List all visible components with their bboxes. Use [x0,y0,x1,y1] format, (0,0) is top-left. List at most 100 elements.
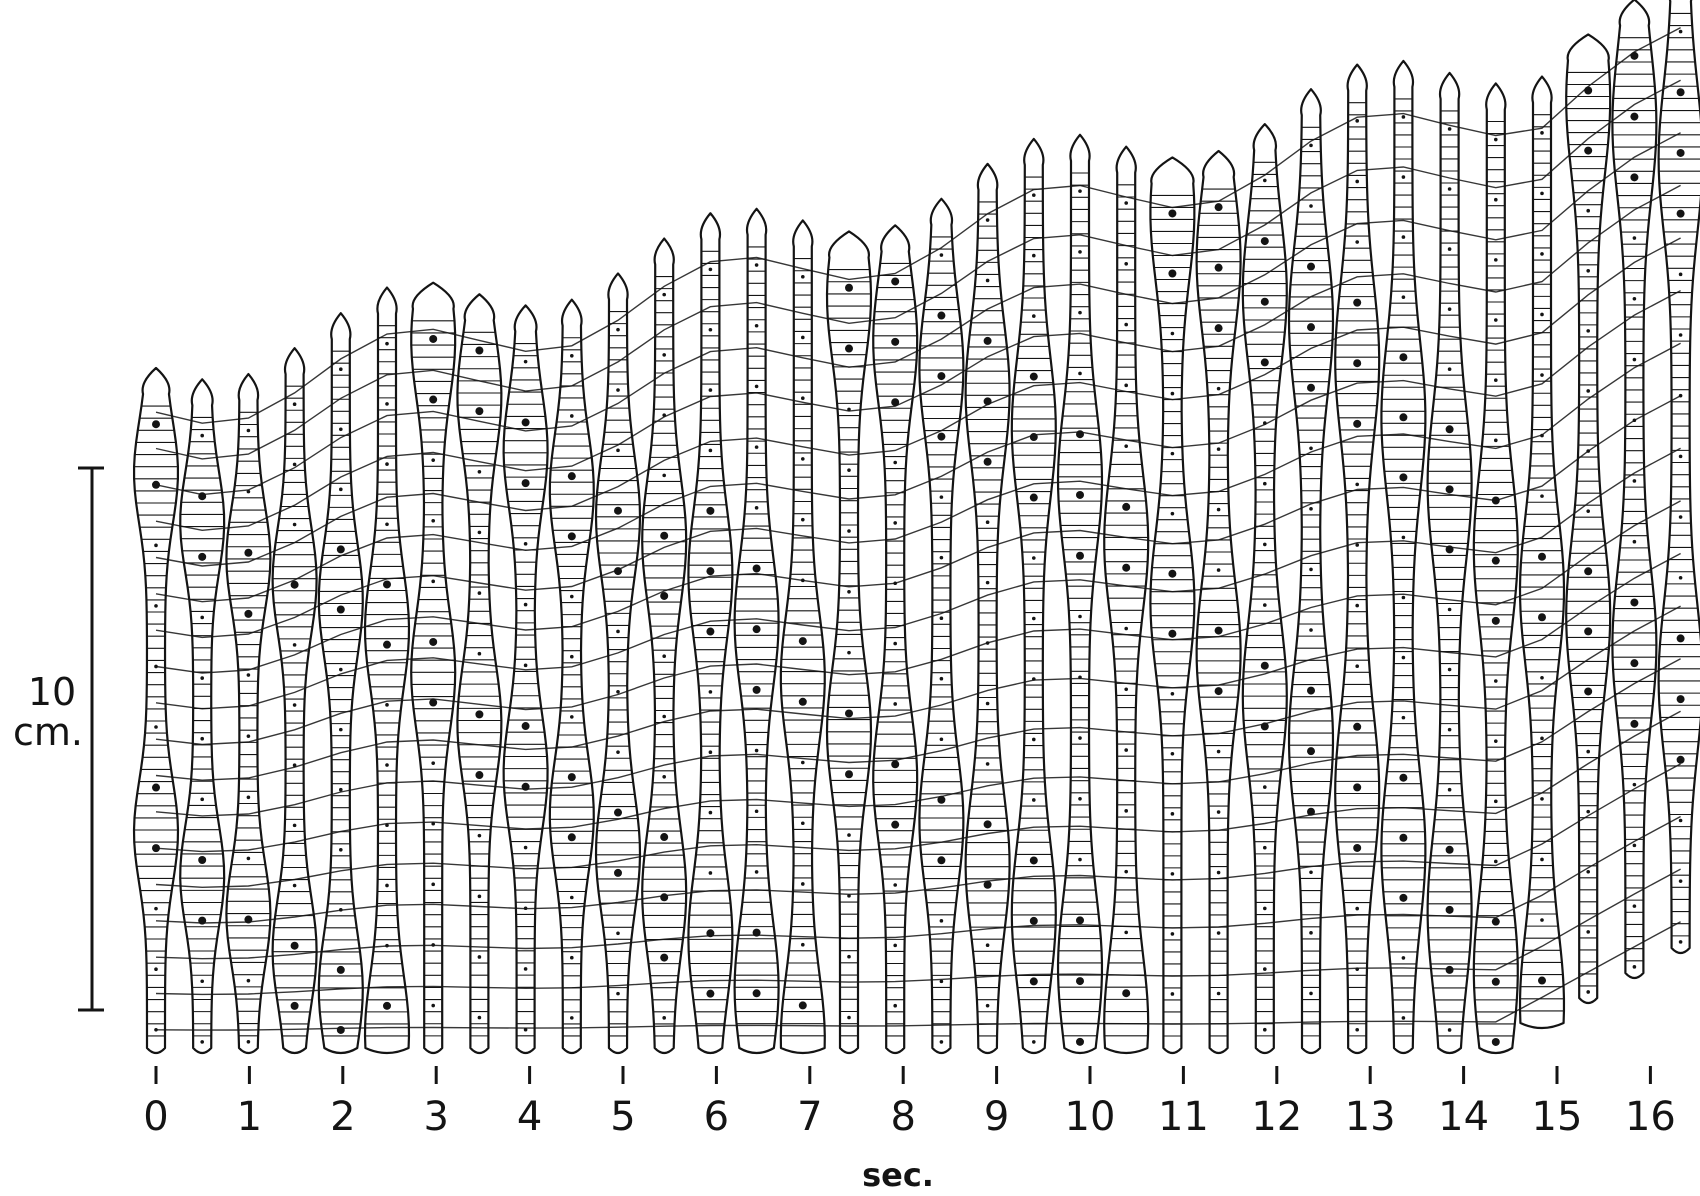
segment-mark [429,395,438,404]
segment-mark [1168,209,1177,218]
segment-mark [523,602,528,607]
segment-mark [845,709,853,718]
segment-mark [1032,193,1036,197]
segment-mark [477,651,482,656]
segment-mark [662,353,666,357]
segment-mark [937,432,946,441]
segment-mark [801,821,805,826]
segment-mark [570,715,574,719]
segment-mark [523,967,528,971]
segment-mark [429,698,438,707]
segment-mark [1216,870,1221,875]
segment-mark [985,218,990,222]
segment-mark [1586,268,1590,273]
segment-mark [1353,359,1362,368]
segment-mark [1124,383,1128,388]
segment-mark [200,736,204,741]
segment-mark [246,734,251,738]
worm-tracing [502,304,549,1055]
segment-mark [616,448,620,453]
segment-mark [521,479,530,488]
segment-mark [1309,991,1313,996]
segment-mark [752,625,761,634]
segment-mark [1540,918,1544,922]
segment-mark [1586,329,1590,333]
segment-link [155,289,1681,603]
segment-mark [1630,719,1639,728]
segment-mark [845,770,853,779]
segment-mark [385,402,389,406]
segment-mark [1170,391,1175,396]
x-tick-label: 15 [1532,1094,1583,1140]
segment-mark [939,1040,944,1044]
segment-mark [1124,687,1128,692]
segment-mark [1214,263,1223,272]
worm-outline [918,197,965,1055]
worm-outline [1010,137,1057,1055]
segment-mark [1122,563,1131,572]
segment-mark [336,605,345,614]
segment-mark [1216,749,1221,754]
segment-mark [1170,872,1175,876]
segment-link [155,342,1681,639]
segment-mark [1632,357,1637,362]
segment-link [155,710,1681,889]
segment-mark [246,978,251,983]
x-tick-label: 10 [1065,1094,1116,1140]
segment-mark [1632,236,1637,240]
segment-mark [1676,695,1685,704]
worm-tracing [1287,88,1335,1055]
x-tick-label: 2 [330,1094,355,1140]
segment-mark [1029,493,1038,502]
segment-mark [154,1027,158,1032]
segment-mark [1586,749,1590,754]
segment-mark [939,979,944,984]
segment-mark [339,727,343,732]
segment-mark [1630,659,1639,668]
segment-mark [1447,307,1452,311]
segment-mark [1447,607,1452,612]
segment-mark [1353,722,1362,731]
segment-link [155,132,1681,496]
segment-mark [754,506,759,510]
segment-mark [1216,931,1221,935]
segment-mark [567,472,576,481]
segment-mark [1399,353,1408,362]
segment-mark [1401,655,1406,660]
segment-mark [1032,314,1036,318]
segment-mark [1494,859,1498,864]
worm-tracing [733,207,780,1055]
segment-mark [1494,799,1498,804]
segment-mark [1678,515,1683,519]
segment-mark [1494,438,1498,443]
segment-mark [385,763,389,767]
segment-mark [660,591,669,600]
segment-mark [1309,870,1313,875]
segment-mark [1678,940,1683,944]
segment-mark [1309,507,1313,511]
segment-link [155,658,1681,853]
segment-mark [754,809,759,814]
segment-mark [662,714,666,719]
segment-mark [570,895,574,900]
segment-mark [154,543,158,548]
x-tick-label: 3 [423,1094,448,1140]
segment-mark [1447,127,1452,131]
segment-mark [708,267,713,272]
segment-mark [477,894,482,899]
segment-mark [1586,509,1590,513]
segment-mark [523,359,528,364]
segment-mark [1586,208,1590,213]
worm-outline [1657,0,1700,955]
segment-mark [1540,675,1544,680]
segment-mark [1399,773,1408,782]
segment-mark [616,327,620,332]
segment-mark [570,414,574,418]
segment-link [155,815,1681,960]
tracks-layer [132,0,1700,1055]
x-tick-label: 12 [1251,1094,1302,1140]
worm-tracing [1010,137,1057,1055]
segment-mark [1216,447,1221,451]
segment-mark [1260,297,1269,306]
segment-mark [567,773,576,782]
